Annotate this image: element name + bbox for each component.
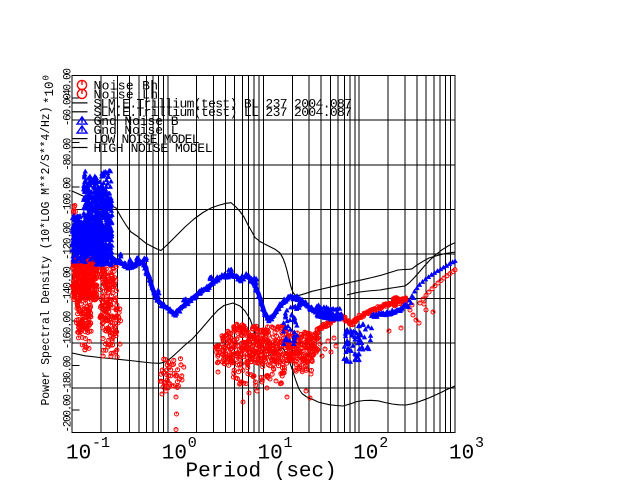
svg-text:LOW NOISE MODEL: LOW NOISE MODEL	[94, 132, 200, 147]
svg-text:-80.00: -80.00	[63, 138, 75, 171]
svg-text:Noise Bh: Noise Bh	[94, 78, 159, 93]
svg-text:2: 2	[379, 435, 388, 452]
svg-text:-100.00: -100.00	[63, 177, 75, 216]
svg-text:10: 10	[353, 443, 378, 466]
svg-text:-40.00: -40.00	[63, 68, 75, 101]
svg-text:0: 0	[188, 435, 197, 452]
svg-text:10: 10	[66, 443, 91, 466]
svg-text:Period (sec): Period (sec)	[186, 461, 337, 480]
svg-text:3: 3	[475, 435, 484, 452]
svg-text:Power Spectral Density (10*LOG: Power Spectral Density (10*LOG M**2/S**4…	[40, 107, 53, 406]
svg-text:10: 10	[258, 443, 283, 466]
svg-text:-200.00: -200.00	[63, 394, 75, 433]
svg-text:-180.00: -180.00	[63, 355, 75, 394]
svg-text:1: 1	[284, 435, 293, 452]
svg-text:10: 10	[162, 443, 187, 466]
svg-text:10: 10	[449, 443, 474, 466]
svg-text:-160.00: -160.00	[63, 311, 75, 350]
svg-text:-1: -1	[92, 435, 110, 452]
svg-text:Gnd Noise L: Gnd Noise L	[94, 123, 179, 138]
svg-text:SLM.E.Trillium(test) BL 237 20: SLM.E.Trillium(test) BL 237 2004.087	[94, 96, 353, 111]
svg-text:*10: *10	[43, 81, 57, 104]
svg-text:0: 0	[42, 75, 52, 80]
svg-text:-140.00: -140.00	[63, 266, 75, 305]
svg-text:HIGH NOISE MODEL: HIGH NOISE MODEL	[94, 141, 213, 156]
svg-text:Gnd Noise B: Gnd Noise B	[94, 114, 179, 129]
svg-text:SLM.E.Trillium(test) LL 237 20: SLM.E.Trillium(test) LL 237 2004.087	[94, 105, 353, 120]
svg-text:Noise Lh: Noise Lh	[94, 87, 159, 102]
svg-text:-60.00: -60.00	[63, 93, 75, 126]
